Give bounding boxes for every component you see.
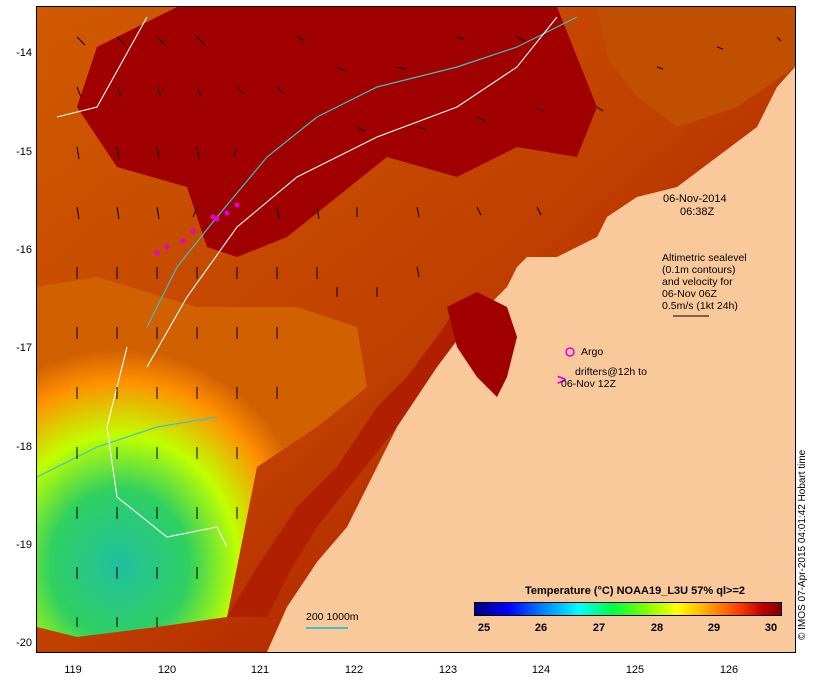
- lon-tick-label: 122: [344, 664, 364, 676]
- drifters-label-line: drifters@12h to: [575, 366, 647, 378]
- altimetry-note-line: (0.1m contours): [662, 264, 736, 276]
- lon-tick-label: 125: [625, 664, 645, 676]
- cool-water: [37, 277, 367, 637]
- map-date: 06-Nov-2014: [663, 193, 727, 205]
- lon-tick-label: 124: [531, 664, 551, 676]
- colorbar: [474, 602, 782, 616]
- lon-tick-label: 121: [250, 664, 270, 676]
- colorbar-tick: 29: [707, 622, 721, 634]
- warm-pool: [77, 7, 597, 257]
- lat-tick-label: -16: [16, 244, 32, 256]
- lat-tick-label: -19: [16, 539, 32, 551]
- credit-text: © IMOS 07-Apr-2015 04:01:42 Hobart time: [797, 449, 808, 640]
- velocity-arrows: [76, 36, 782, 627]
- lon-tick-label: 126: [719, 664, 739, 676]
- lon-tick-label: 123: [438, 664, 458, 676]
- map-time: 06:38Z: [680, 206, 715, 218]
- drifter-legend-symbol: >: [557, 372, 566, 389]
- depth-legend-line: [306, 627, 348, 629]
- altimetry-note-line: and velocity for: [662, 276, 733, 288]
- nearshore-band: [227, 307, 457, 617]
- lat-tick-label: -18: [16, 441, 32, 453]
- inlet: [447, 292, 517, 397]
- lon-tick-label: 119: [64, 664, 82, 676]
- colorbar-tick: 27: [592, 622, 606, 634]
- lat-tick-label: -20: [16, 637, 32, 649]
- altimetry-note-line: 06-Nov 06Z: [662, 288, 717, 300]
- colorbar-tick: 28: [650, 622, 664, 634]
- depth-legend-label: 200 1000m: [306, 611, 359, 623]
- lat-tick-label: -14: [16, 47, 32, 59]
- contour-1000m: [56, 16, 558, 548]
- drifter-markers: [154, 202, 240, 256]
- land: [267, 67, 795, 652]
- argo-label: Argo: [581, 346, 604, 358]
- sst-field: >: [37, 7, 795, 652]
- colorbar-tick: 26: [534, 622, 548, 634]
- altimetry-note-line: 0.5m/s (1kt 24h): [662, 300, 738, 312]
- altimetry-note-line: Altimetric sealevel: [662, 252, 747, 264]
- lon-tick-label: 120: [157, 664, 177, 676]
- contour-200m: [37, 16, 578, 478]
- argo-marker: [565, 347, 575, 357]
- sst-map: >: [36, 6, 796, 653]
- warm-patch-ne: [597, 7, 795, 127]
- colorbar-tick: 25: [477, 622, 491, 634]
- colorbar-tick: 30: [764, 622, 778, 634]
- colorbar-title: Temperature (°C) NOAA19_L3U 57% ql>=2: [525, 585, 745, 597]
- drifters-label-line: 06-Nov 12Z: [561, 378, 616, 390]
- lat-tick-label: -17: [16, 342, 32, 354]
- lat-tick-label: -15: [16, 146, 32, 158]
